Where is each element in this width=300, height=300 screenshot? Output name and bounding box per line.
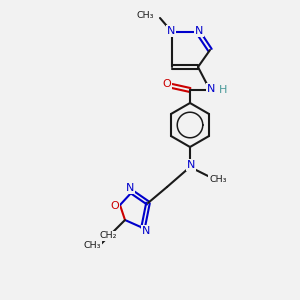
Text: N: N <box>187 160 195 170</box>
Text: O: O <box>111 201 119 211</box>
Text: O: O <box>163 79 171 89</box>
Text: N: N <box>142 226 150 236</box>
Text: CH₃: CH₃ <box>136 11 154 20</box>
Text: N: N <box>126 183 134 193</box>
Text: N: N <box>195 26 203 36</box>
Text: CH₃: CH₃ <box>209 175 227 184</box>
Text: CH₃: CH₃ <box>83 242 101 250</box>
Text: CH₂: CH₂ <box>99 232 117 241</box>
Text: N: N <box>167 26 175 36</box>
Text: N: N <box>207 84 215 94</box>
Text: H: H <box>219 85 227 95</box>
